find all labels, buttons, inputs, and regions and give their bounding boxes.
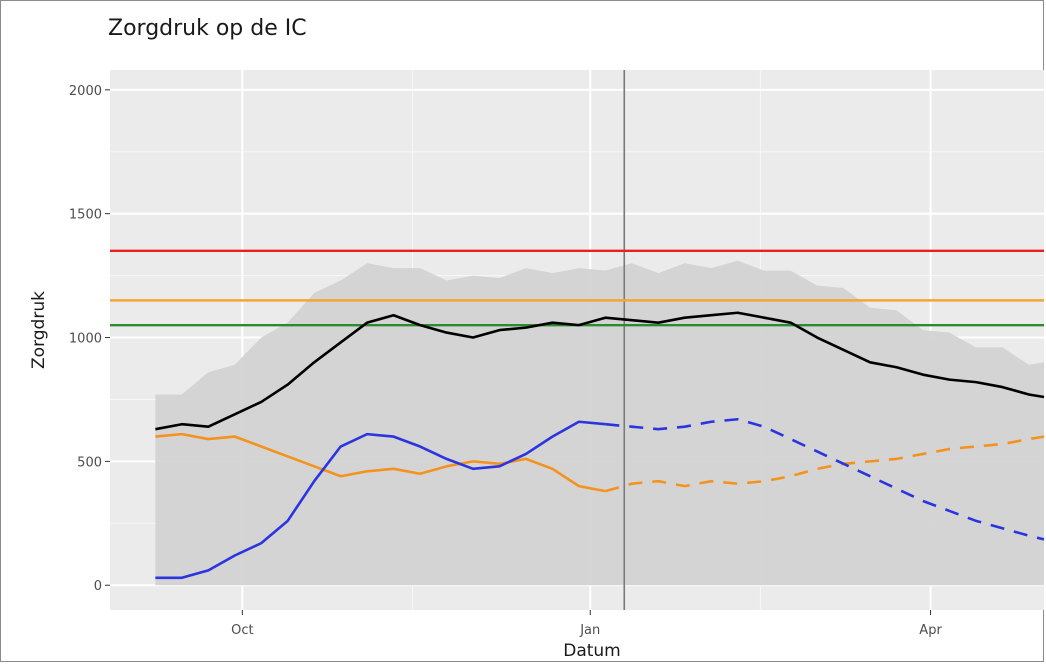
series-line-3-observed (155, 420, 606, 580)
x-axis-title: Datum (563, 641, 621, 661)
chart-title: Zorgdruk op de IC (108, 16, 307, 41)
y-tick-label: 1500 (69, 208, 102, 223)
y-tick-label: 0 (94, 579, 102, 594)
y-tick-label: 500 (77, 455, 102, 470)
y-tick-label: 2000 (69, 84, 102, 99)
series-line-2-observed (155, 432, 606, 493)
y-axis-title: Zorgdruk (29, 291, 49, 369)
x-tick-label: Oct (231, 623, 253, 638)
series-line-2-projected (605, 435, 1045, 493)
series-line-1 (155, 311, 1045, 431)
x-tick-label: Apr (919, 623, 942, 638)
x-tick-label: Jan (579, 623, 600, 638)
y-tick-label: 1000 (69, 332, 102, 347)
series-line-3-projected (605, 417, 1045, 541)
